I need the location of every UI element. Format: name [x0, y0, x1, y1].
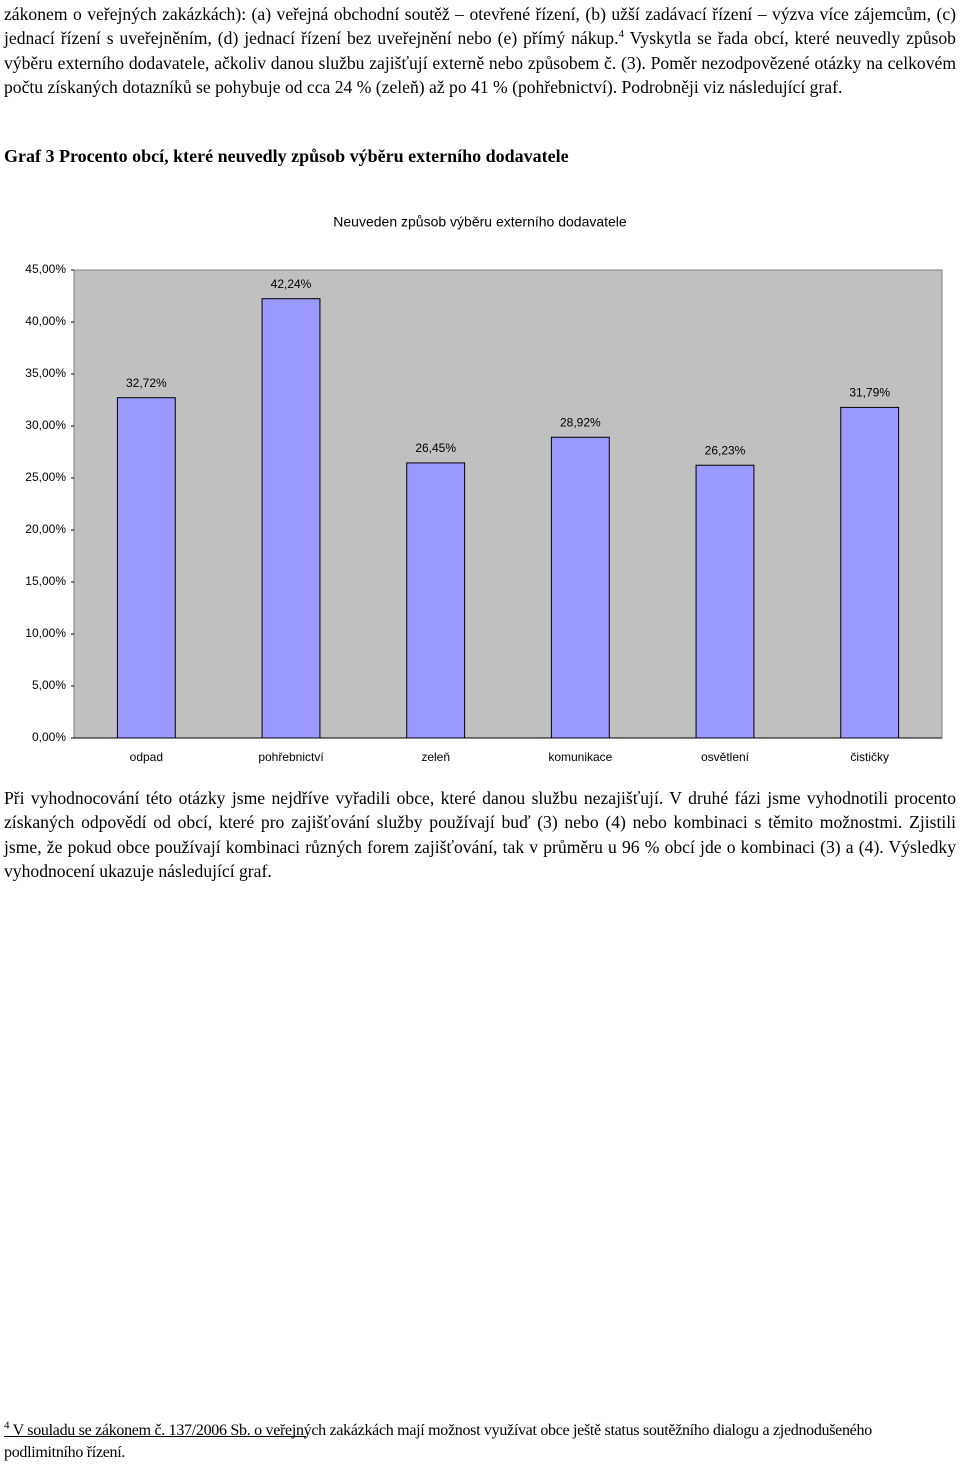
- y-tick-label: 45,00%: [25, 262, 66, 276]
- bar: [550, 436, 610, 739]
- plot-area: [73, 269, 943, 739]
- bar: [840, 406, 900, 739]
- paragraph: Při vyhodnocování této otázky jsme nejdř…: [4, 786, 956, 883]
- text: Vyskytla se řada obcí, které neuvedly zp…: [4, 28, 956, 97]
- text: Při vyhodnocování této otázky jsme nejdř…: [4, 788, 956, 881]
- x-tick-label: odpad: [130, 750, 163, 764]
- data-label: 31,79%: [849, 386, 890, 400]
- y-tick-label: 10,00%: [25, 626, 66, 640]
- figure-caption: Graf 3 Procento obcí, které neuvedly způ…: [4, 146, 569, 166]
- y-tick-label: 25,00%: [25, 470, 66, 484]
- x-tick-label: čističky: [850, 750, 889, 764]
- chart: Neuveden způsob výběru externího dodavat…: [25, 214, 943, 764]
- data-label: 42,24%: [271, 277, 312, 291]
- y-tick-label: 5,00%: [32, 678, 66, 692]
- x-tick-label: osvětlení: [701, 750, 750, 764]
- chart-title: Neuveden způsob výběru externího dodavat…: [333, 214, 627, 230]
- data-label: 26,23%: [705, 443, 746, 457]
- text: zákonem o veřejných zakázkách): (a) veře…: [4, 4, 956, 49]
- footnote: 4 V souladu se zákonem č. 137/2006 Sb. o…: [4, 1420, 944, 1464]
- y-tick-label: 40,00%: [25, 314, 66, 328]
- data-label: 26,45%: [415, 441, 456, 455]
- y-tick-label: 0,00%: [32, 730, 66, 744]
- bar: [261, 298, 321, 739]
- y-tick-label: 15,00%: [25, 574, 66, 588]
- x-tick-label: komunikace: [548, 750, 612, 764]
- y-tick-label: 35,00%: [25, 366, 66, 380]
- bar: [695, 464, 755, 739]
- footnote-separator: [4, 1436, 306, 1437]
- footnote-ref: 4: [618, 28, 625, 41]
- data-label: 32,72%: [126, 376, 167, 390]
- x-tick-label: pohřebnictví: [258, 750, 324, 764]
- y-tick-label: 20,00%: [25, 522, 66, 536]
- bar: [406, 462, 466, 739]
- footnote-number: 4: [4, 1419, 10, 1432]
- data-label: 28,92%: [560, 415, 601, 429]
- paragraph: zákonem o veřejných zakázkách): (a) veře…: [4, 2, 956, 99]
- bar: [116, 397, 176, 739]
- y-tick-label: 30,00%: [25, 418, 66, 432]
- footnote-text: V souladu se zákonem č. 137/2006 Sb. o v…: [4, 1422, 872, 1461]
- x-tick-label: zeleň: [421, 750, 450, 764]
